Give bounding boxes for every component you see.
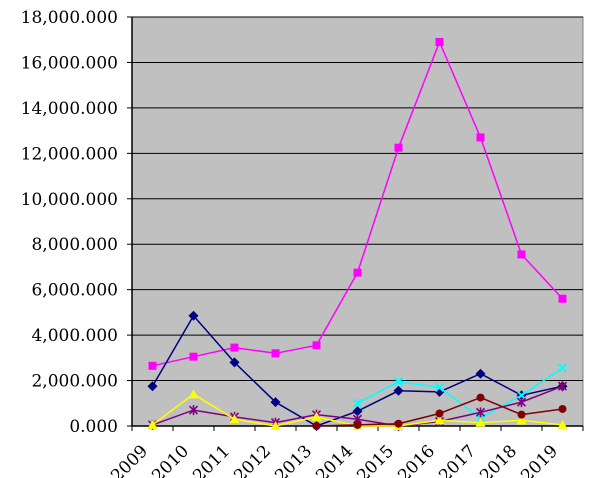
x-tick-label: 2012 — [230, 441, 275, 478]
data-point — [352, 406, 363, 417]
y-tick-label: 10,000.000 — [21, 190, 118, 210]
x-tick-label: 2010 — [148, 441, 193, 478]
data-point — [393, 376, 404, 387]
x-tick-label: 2011 — [189, 441, 234, 478]
data-point — [435, 37, 444, 46]
data-point — [475, 407, 486, 418]
y-tick-label: 8,000.000 — [31, 235, 118, 255]
data-point — [311, 411, 322, 421]
data-point — [476, 393, 485, 402]
x-axis: 2009201020112012201320142015201620172018… — [107, 425, 584, 478]
x-tick-label: 2014 — [312, 441, 357, 478]
data-point — [312, 422, 321, 430]
y-tick-label: 18,000.000 — [21, 8, 118, 28]
plot-area — [131, 16, 584, 427]
x-tick-label: 2017 — [435, 441, 480, 478]
y-tick-label: 14,000.000 — [21, 99, 118, 119]
data-point — [516, 390, 527, 401]
data-point — [230, 343, 239, 352]
data-point — [148, 361, 157, 370]
series-6 — [312, 393, 567, 430]
data-point — [434, 382, 445, 393]
data-point — [557, 363, 568, 373]
y-axis: 0.000 2,000.000 4,000.000 6,000.000 8,000.00… — [21, 8, 133, 437]
data-point — [188, 405, 199, 416]
data-point — [229, 414, 240, 424]
data-point — [147, 381, 158, 392]
data-point — [475, 417, 486, 427]
data-point — [188, 389, 199, 399]
data-point — [270, 421, 281, 430]
y-tick-label: 6,000.000 — [31, 281, 118, 301]
x-tick-label: 2018 — [476, 441, 521, 478]
data-point — [189, 352, 198, 361]
data-point — [517, 250, 526, 259]
data-point — [476, 133, 485, 142]
data-point — [229, 357, 240, 368]
y-tick-label: 4,000.000 — [31, 326, 118, 346]
data-point — [434, 415, 445, 425]
plot-background — [131, 16, 584, 427]
data-point — [393, 385, 404, 396]
data-point — [312, 341, 321, 350]
series-layer — [147, 37, 568, 431]
x-tick-label: 2015 — [353, 441, 398, 478]
x-tick-label: 2016 — [394, 441, 439, 478]
data-point — [516, 415, 527, 425]
data-point — [271, 349, 280, 358]
data-point — [394, 419, 403, 428]
data-point — [475, 368, 486, 379]
data-point — [147, 419, 158, 429]
y-tick-label: 16,000.000 — [21, 53, 118, 73]
y-tick-label: 0.000 — [69, 417, 118, 437]
series-line — [357, 367, 563, 419]
data-point — [352, 398, 363, 408]
x-tick-label: 2013 — [271, 441, 316, 478]
x-tick-label: 2009 — [107, 441, 152, 478]
data-point — [394, 143, 403, 152]
data-point — [558, 294, 567, 303]
data-point — [188, 310, 199, 321]
x-tick-label: 2019 — [517, 441, 562, 478]
y-tick-label: 2,000.000 — [31, 372, 118, 392]
data-point — [435, 409, 444, 418]
y-tick-label: 12,000.000 — [21, 144, 118, 164]
series-1 — [148, 37, 567, 370]
data-point — [353, 268, 362, 277]
data-point — [557, 381, 568, 392]
data-point — [557, 419, 568, 429]
data-point — [517, 410, 526, 419]
data-point — [270, 397, 281, 408]
data-point — [516, 397, 527, 408]
data-point — [558, 404, 567, 413]
data-point — [353, 420, 362, 429]
